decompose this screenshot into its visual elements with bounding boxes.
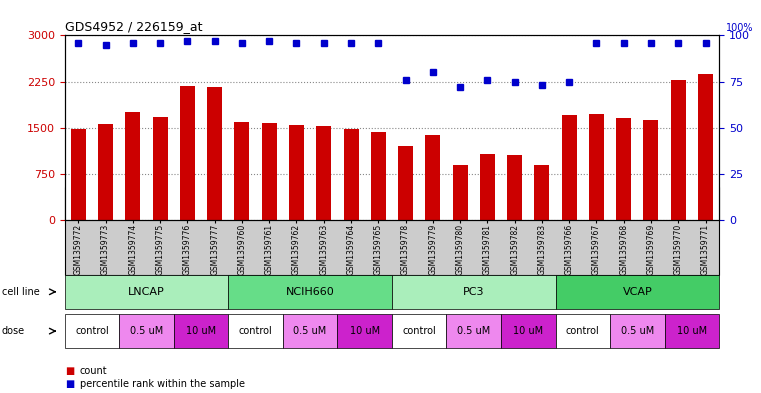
Bar	[670, 80, 686, 220]
Bar	[262, 123, 277, 220]
Text: 10 uM: 10 uM	[677, 326, 707, 336]
Text: 100%: 100%	[726, 22, 753, 33]
Bar	[698, 73, 713, 220]
Bar	[425, 135, 441, 220]
Text: 0.5 uM: 0.5 uM	[130, 326, 163, 336]
Text: VCAP: VCAP	[622, 287, 652, 297]
Text: LNCAP: LNCAP	[128, 287, 165, 297]
Text: cell line: cell line	[2, 287, 40, 297]
Bar	[180, 86, 195, 220]
Text: 0.5 uM: 0.5 uM	[621, 326, 654, 336]
Bar	[616, 119, 631, 220]
Text: GDS4952 / 226159_at: GDS4952 / 226159_at	[65, 20, 202, 33]
Text: 0.5 uM: 0.5 uM	[457, 326, 490, 336]
Text: control: control	[403, 326, 436, 336]
Bar	[371, 132, 386, 220]
Text: 10 uM: 10 uM	[186, 326, 216, 336]
Bar	[589, 114, 604, 220]
Bar	[153, 117, 167, 220]
Bar	[507, 156, 522, 220]
Bar	[207, 87, 222, 220]
Bar	[343, 129, 358, 220]
Text: ■: ■	[65, 379, 74, 389]
Bar	[644, 120, 658, 220]
Text: NCIH660: NCIH660	[285, 287, 335, 297]
Bar	[453, 165, 467, 220]
Text: control: control	[239, 326, 272, 336]
Text: percentile rank within the sample: percentile rank within the sample	[80, 379, 245, 389]
Text: dose: dose	[2, 326, 24, 336]
Text: control: control	[566, 326, 600, 336]
Bar	[480, 154, 495, 220]
Bar	[317, 126, 331, 220]
Text: 0.5 uM: 0.5 uM	[294, 326, 326, 336]
Bar	[71, 129, 86, 220]
Bar	[289, 125, 304, 220]
Text: 10 uM: 10 uM	[513, 326, 543, 336]
Bar	[562, 116, 577, 220]
Text: control: control	[75, 326, 109, 336]
Text: count: count	[80, 366, 107, 376]
Text: PC3: PC3	[463, 287, 485, 297]
Text: ■: ■	[65, 366, 74, 376]
Text: 10 uM: 10 uM	[349, 326, 380, 336]
Bar	[98, 124, 113, 220]
Bar	[126, 112, 140, 220]
Bar	[534, 165, 549, 220]
Bar	[398, 146, 413, 220]
Bar	[234, 121, 250, 220]
